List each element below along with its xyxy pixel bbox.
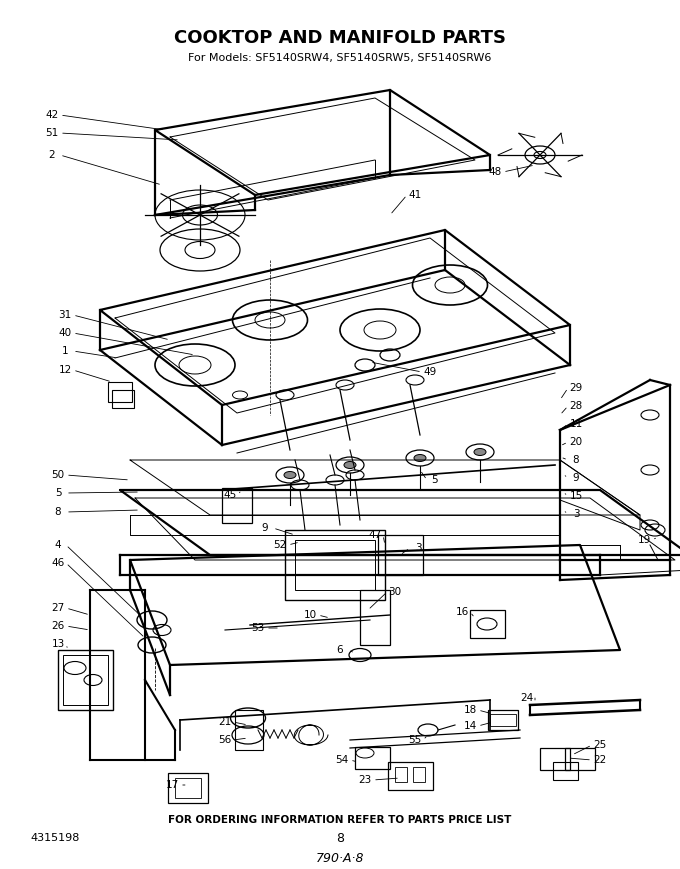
Text: 8: 8 [54,507,61,517]
Text: 19: 19 [637,535,651,545]
Text: 45: 45 [223,490,237,500]
Text: 1: 1 [62,346,68,356]
Bar [565,748,595,770]
Text: 49: 49 [424,367,437,377]
Bar [378,535,423,575]
Text: 790·A·8: 790·A·8 [316,852,364,865]
Text: 5: 5 [432,475,439,485]
Bar [490,714,516,726]
Text: 10: 10 [303,610,317,620]
Bar [540,748,570,770]
Bar [388,762,433,790]
Text: 51: 51 [46,128,58,138]
Text: 4315198: 4315198 [30,833,80,843]
Ellipse shape [474,448,486,455]
Text: 41: 41 [409,190,422,200]
Text: 26: 26 [52,621,65,631]
Text: 18: 18 [463,705,477,715]
Bar [295,540,375,590]
Ellipse shape [344,461,356,468]
Text: 20: 20 [569,437,583,447]
Bar [553,762,578,780]
Text: 3: 3 [415,543,422,553]
Text: COOKTOP AND MANIFOLD PARTS: COOKTOP AND MANIFOLD PARTS [174,29,506,47]
Bar [355,747,390,769]
Text: 48: 48 [488,167,502,177]
Text: 6: 6 [337,645,343,655]
Text: 17: 17 [165,780,179,790]
Text: 23: 23 [358,775,372,785]
Text: 27: 27 [52,603,65,613]
Text: 55: 55 [409,735,422,745]
Text: 52: 52 [273,540,287,550]
Text: 30: 30 [388,587,402,597]
Text: 9: 9 [262,523,269,533]
Text: 21: 21 [218,717,232,727]
Bar [58,650,113,710]
Text: 9: 9 [573,473,579,483]
Text: 11: 11 [569,419,583,429]
Text: 24: 24 [520,693,534,703]
Bar [413,767,425,782]
Text: 31: 31 [58,310,71,320]
Text: 12: 12 [58,365,71,375]
Bar [235,710,263,750]
Text: 42: 42 [46,110,58,120]
Text: 40: 40 [58,328,71,338]
Text: 8: 8 [336,832,344,845]
Bar [168,773,208,803]
Text: 5: 5 [54,488,61,498]
Bar [63,655,108,705]
Text: 15: 15 [569,491,583,501]
Bar [395,767,407,782]
Text: 4: 4 [54,540,61,550]
Text: 28: 28 [569,401,583,411]
Ellipse shape [284,472,296,479]
Bar [108,382,132,402]
Text: 13: 13 [52,639,65,649]
Bar [112,390,134,408]
Ellipse shape [414,454,426,461]
Text: 53: 53 [252,623,265,633]
Text: 16: 16 [456,607,469,617]
Bar [285,530,385,600]
Text: 2: 2 [49,150,55,160]
Bar [470,610,505,638]
Bar [488,710,518,730]
Text: 56: 56 [218,735,232,745]
Text: 50: 50 [52,470,65,480]
Text: 25: 25 [594,740,607,750]
Bar [175,778,201,798]
Text: 8: 8 [573,455,579,465]
Text: 47: 47 [369,530,381,540]
Text: For Models: SF5140SRW4, SF5140SRW5, SF5140SRW6: For Models: SF5140SRW4, SF5140SRW5, SF51… [188,53,492,63]
Bar [360,590,390,645]
Text: 46: 46 [52,558,65,568]
Text: 14: 14 [463,721,477,731]
Text: 3: 3 [573,509,579,519]
Bar [222,488,252,523]
Text: 22: 22 [594,755,607,765]
Text: FOR ORDERING INFORMATION REFER TO PARTS PRICE LIST: FOR ORDERING INFORMATION REFER TO PARTS … [169,815,511,825]
Text: 54: 54 [335,755,349,765]
Text: 29: 29 [569,383,583,393]
